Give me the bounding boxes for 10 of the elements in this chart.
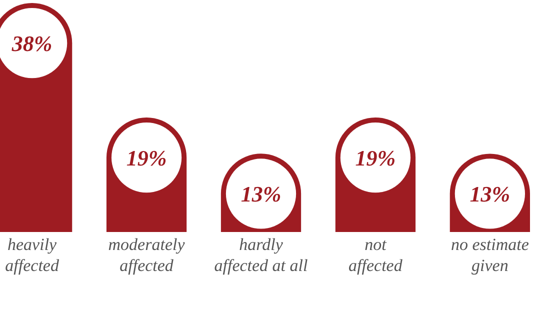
x-tick-label: not affected [348,235,403,275]
data-label: 13% [470,182,510,207]
x-tick-label: heavily affected [5,235,60,275]
data-label: 13% [240,182,282,207]
data-label: 19% [355,146,396,171]
x-tick-label: hardly affected at all [214,235,308,275]
data-label: 38% [10,31,52,56]
data-label: 19% [126,146,167,171]
x-tick-label: no estimate given [450,235,530,275]
x-tick-label: moderately affected [108,235,186,275]
